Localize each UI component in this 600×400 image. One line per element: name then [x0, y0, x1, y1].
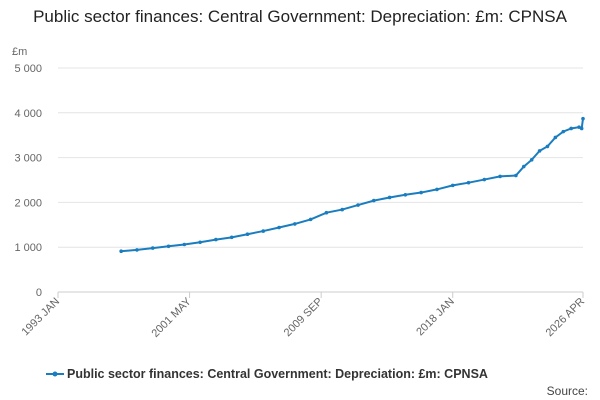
point	[498, 174, 502, 179]
point	[579, 126, 584, 131]
point	[569, 126, 573, 131]
point	[561, 129, 566, 134]
point	[340, 207, 345, 212]
point	[229, 235, 234, 240]
y-tick-label: 5 000	[14, 63, 42, 75]
point	[277, 225, 281, 230]
point	[324, 210, 329, 215]
point	[529, 158, 534, 162]
line	[121, 118, 584, 253]
point	[537, 149, 542, 153]
point	[553, 135, 558, 140]
y-unit: £m	[12, 46, 27, 58]
point	[245, 232, 250, 237]
x-tick-label: 2026 APR	[544, 296, 588, 340]
point	[261, 229, 266, 233]
x-tick-label: 2001 MAY	[149, 295, 194, 340]
point	[450, 183, 455, 188]
point	[135, 248, 139, 252]
point	[293, 222, 297, 226]
point	[419, 190, 423, 195]
point	[371, 198, 376, 203]
point	[166, 244, 171, 249]
y-tick-label: 4 000	[14, 108, 42, 120]
point	[150, 246, 155, 250]
point	[581, 116, 585, 121]
y-tick-label: 2 000	[14, 197, 42, 209]
point	[545, 144, 550, 149]
y-tick-label: 0	[36, 287, 42, 299]
y-tick-label: 3 000	[14, 153, 42, 165]
point	[356, 203, 360, 207]
source: Source:	[547, 384, 588, 398]
point	[308, 217, 313, 222]
legend-label: Public sector finances: Central Governme…	[67, 367, 488, 381]
y-tick-label: 1 000	[14, 242, 42, 254]
point	[466, 180, 471, 185]
point	[182, 242, 187, 247]
point	[514, 173, 518, 178]
point	[387, 195, 392, 200]
point	[482, 177, 487, 182]
x-tick-label: 2009 SEP	[282, 296, 326, 340]
chart-title: Public sector finances: Central Governme…	[33, 7, 567, 26]
x-tick-label: 1993 JAN	[19, 296, 62, 339]
point	[198, 240, 202, 245]
point	[403, 192, 408, 197]
x-tick-label: 2018 JAN	[414, 296, 457, 339]
point	[521, 164, 526, 169]
legend-marker	[52, 371, 58, 377]
point	[214, 237, 218, 242]
point	[119, 249, 123, 254]
point	[435, 187, 439, 192]
